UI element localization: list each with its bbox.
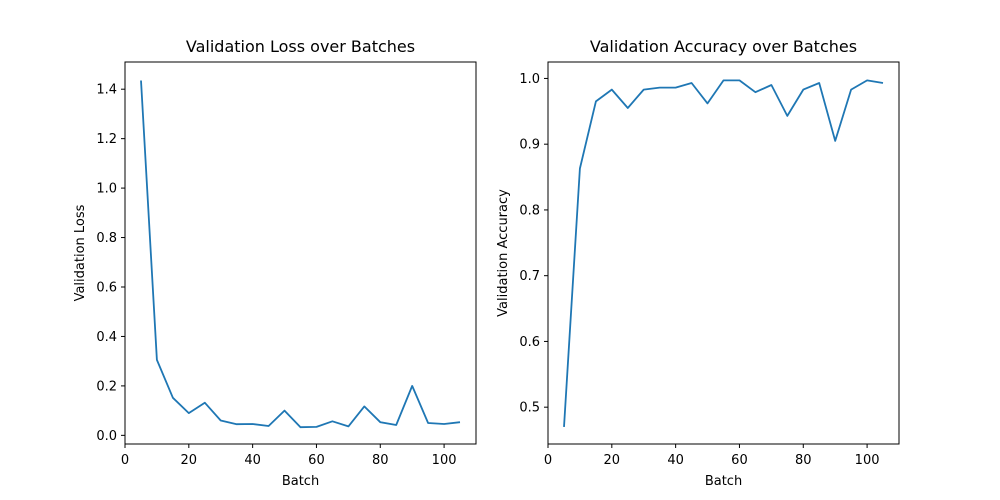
- accuracy-y-tick-label: 0.9: [519, 138, 540, 153]
- accuracy-x-tick-label: 80: [795, 453, 812, 468]
- loss-x-tick-label: 80: [372, 453, 389, 468]
- loss-chart-ticks: 0 20 40 60 80 100 0.0 0.2 0.4 0.6 0.8 1.0 1.2 1.4: [96, 83, 456, 468]
- accuracy-x-tick-label: 20: [604, 453, 621, 468]
- accuracy-x-tick-label: 100: [855, 453, 880, 468]
- accuracy-chart-y-axis-label: Validation Accuracy: [496, 189, 511, 317]
- loss-chart-title: Validation Loss over Batches: [186, 37, 415, 56]
- accuracy-y-tick-label: 1.0: [519, 72, 540, 87]
- loss-chart-x-axis-label: Batch: [282, 474, 319, 489]
- loss-line: [140, 80, 461, 429]
- accuracy-y-tick-label: 0.5: [519, 401, 540, 416]
- accuracy-chart-plot-frame: [547, 61, 900, 445]
- accuracy-x-tick-label: 40: [667, 453, 684, 468]
- accuracy-chart-x-axis-label: Batch: [705, 474, 742, 489]
- loss-y-tick-label: 1.2: [96, 132, 117, 147]
- accuracy-chart-panel: Validation Accuracy over Batches Batch V…: [496, 37, 900, 489]
- accuracy-y-tick-label: 0.7: [519, 269, 540, 284]
- loss-y-tick-label: 0.8: [96, 231, 117, 246]
- accuracy-line: [563, 79, 884, 427]
- loss-x-tick-label: 0: [121, 453, 129, 468]
- loss-x-tick-label: 20: [181, 453, 198, 468]
- loss-chart-plot-frame: [124, 61, 477, 445]
- accuracy-chart-title: Validation Accuracy over Batches: [590, 37, 857, 56]
- accuracy-x-tick-label: 0: [544, 453, 552, 468]
- loss-x-tick-label: 40: [244, 453, 261, 468]
- loss-y-tick-label: 1.0: [96, 182, 117, 197]
- accuracy-x-tick-label: 60: [731, 453, 748, 468]
- accuracy-y-tick-label: 0.8: [519, 203, 540, 218]
- accuracy-y-tick-label: 0.6: [519, 335, 540, 350]
- loss-y-tick-label: 0.2: [96, 379, 117, 394]
- loss-y-tick-label: 0.4: [96, 330, 117, 345]
- loss-y-tick-label: 0.6: [96, 280, 117, 295]
- loss-chart-panel: Validation Loss over Batches Batch Valid…: [73, 37, 477, 489]
- loss-x-tick-label: 100: [432, 453, 457, 468]
- loss-x-tick-label: 60: [308, 453, 325, 468]
- loss-y-tick-label: 1.4: [96, 83, 117, 98]
- loss-y-tick-label: 0.0: [96, 429, 117, 444]
- accuracy-chart-ticks: 0 20 40 60 80 100 0.5 0.6 0.7 0.8 0.9 1.0: [519, 72, 879, 468]
- loss-chart-y-axis-label: Validation Loss: [73, 204, 88, 301]
